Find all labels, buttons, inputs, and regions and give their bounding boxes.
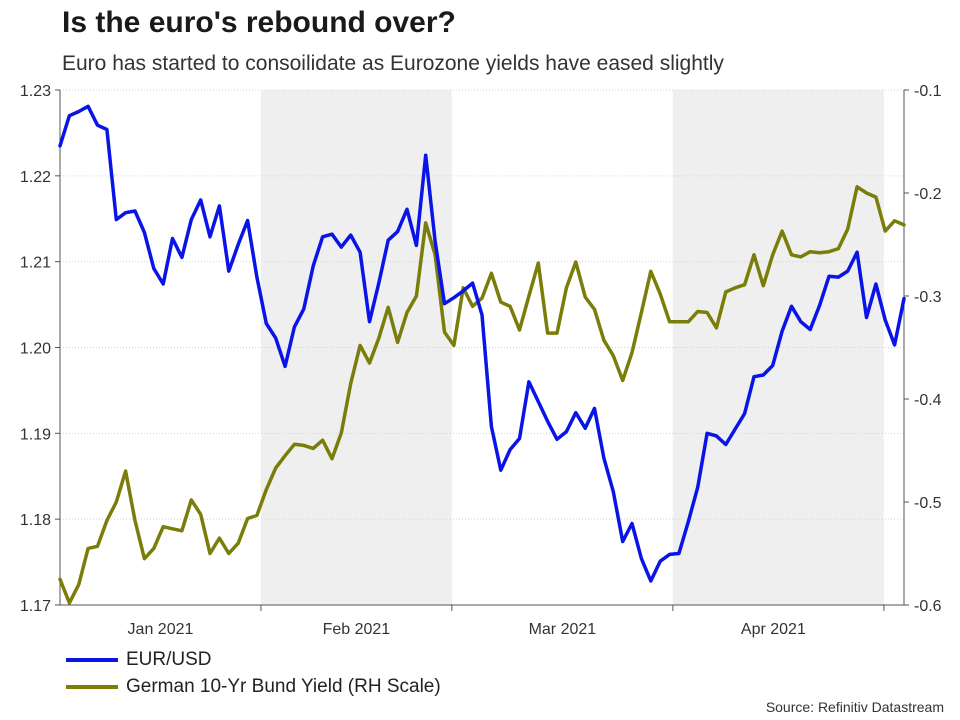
left-tick-label: 1.19 [20, 426, 51, 443]
x-tick-label: Mar 2021 [529, 621, 597, 638]
left-tick-label: 1.18 [20, 512, 51, 529]
x-tick-label: Jan 2021 [128, 621, 194, 638]
left-tick-label: 1.21 [20, 255, 51, 272]
legend: EUR/USD German 10-Yr Bund Yield (RH Scal… [66, 646, 441, 700]
legend-swatch-eurusd [66, 657, 118, 662]
right-tick-label: -0.3 [914, 289, 942, 306]
right-tick-label: -0.2 [914, 186, 942, 203]
legend-item-bund: German 10-Yr Bund Yield (RH Scale) [66, 673, 441, 700]
left-tick-label: 1.22 [20, 169, 51, 186]
legend-swatch-bund [66, 684, 118, 689]
legend-label-eurusd: EUR/USD [126, 648, 212, 670]
legend-item-eurusd: EUR/USD [66, 646, 441, 673]
chart-subtitle: Euro has started to consoilidate as Euro… [62, 52, 724, 75]
right-tick-label: -0.4 [914, 392, 942, 409]
series-line-eurusd [58, 104, 906, 583]
right-tick-label: -0.1 [914, 83, 942, 100]
right-tick-label: -0.6 [914, 598, 942, 615]
source-note: Source: Refinitiv Datastream [765, 699, 944, 715]
right-tick-label: -0.5 [914, 495, 942, 512]
left-tick-label: 1.23 [20, 83, 51, 100]
chart-title: Is the euro's rebound over? [62, 6, 456, 39]
legend-label-bund: German 10-Yr Bund Yield (RH Scale) [126, 675, 441, 697]
x-tick-label: Apr 2021 [741, 621, 806, 638]
left-tick-label: 1.17 [20, 598, 51, 615]
left-tick-label: 1.20 [20, 341, 51, 358]
x-tick-label: Feb 2021 [323, 621, 391, 638]
series-line-bund [58, 185, 906, 605]
